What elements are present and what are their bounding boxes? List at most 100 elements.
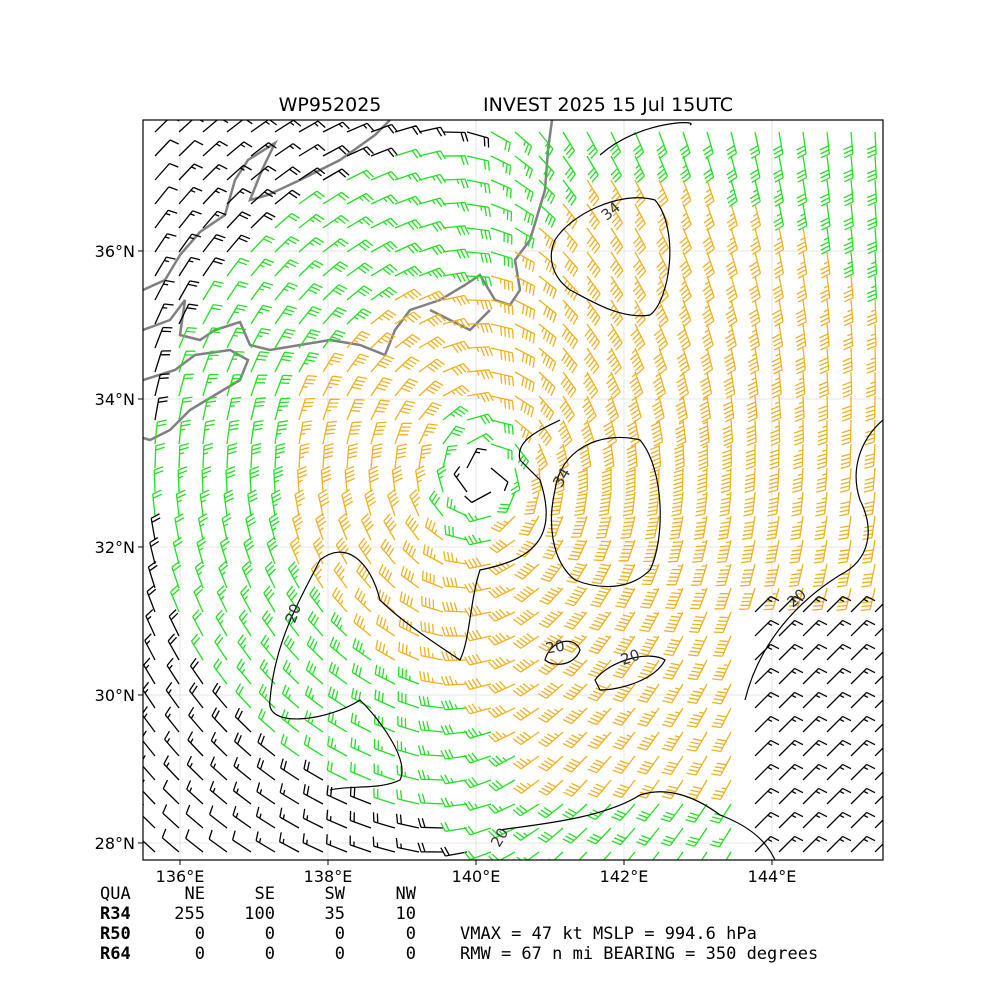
wind-barb [490, 395, 515, 411]
wind-barb [375, 639, 396, 661]
wind-barb [564, 586, 588, 607]
wind-barb [603, 419, 618, 447]
wind-barb [291, 512, 304, 541]
wind-barb [796, 251, 808, 279]
table-cell: 10 [396, 904, 416, 924]
wind-barb [383, 513, 397, 541]
wind-barb [174, 513, 185, 541]
wind-barb [226, 396, 242, 421]
wind-barb [442, 131, 469, 142]
wind-barb [201, 466, 212, 493]
wind-barb [861, 563, 876, 588]
wind-barb [418, 313, 446, 327]
wind-barb [606, 371, 621, 399]
wind-barb [865, 395, 876, 422]
wind-barb [490, 227, 513, 245]
wind-barb [442, 384, 470, 397]
wind-barb [466, 131, 490, 148]
wind-barb [208, 805, 228, 829]
wind-barb [396, 789, 420, 805]
wind-barb [211, 707, 228, 733]
wind-barb [298, 442, 310, 469]
wind-barb [351, 663, 372, 685]
table-header: SE [255, 884, 275, 904]
wind-barb [370, 399, 390, 421]
wind-barb [742, 515, 756, 540]
wind-barb [154, 256, 176, 277]
wind-barb [364, 488, 377, 517]
wind-barb [154, 209, 178, 229]
wind-barb [395, 813, 420, 829]
wind-barb [196, 536, 207, 565]
wind-barb [540, 563, 564, 583]
wind-barb [274, 259, 299, 277]
wind-barb [353, 613, 372, 637]
wind-barb [346, 122, 374, 133]
wind-barb [850, 835, 876, 853]
wind-barb [696, 467, 708, 494]
wind-barb [178, 442, 190, 469]
wind-barb [250, 212, 276, 229]
wind-barb [346, 376, 368, 397]
wind-barb [713, 611, 732, 634]
wind-barb [322, 145, 350, 157]
wind-barb [633, 155, 645, 183]
wind-barb [542, 539, 564, 560]
wind-barb [614, 611, 636, 632]
wind-barb [374, 664, 396, 685]
x-tick-label: 144°E [748, 867, 797, 886]
wind-barb [722, 419, 734, 447]
wind-barb [842, 371, 853, 398]
wind-barb [210, 756, 228, 781]
wind-barb [513, 755, 540, 770]
wind-barb [274, 397, 291, 421]
wind-barb [226, 281, 249, 301]
wind-barb [444, 525, 468, 541]
wind-barb [802, 715, 828, 733]
wind-barb [490, 419, 514, 435]
wind-barb [250, 374, 268, 397]
wind-barb [698, 419, 710, 447]
wind-barb [665, 587, 684, 610]
wind-barb [699, 395, 712, 423]
wind-barb [514, 275, 536, 296]
wind-barb [202, 187, 227, 205]
table-cell: 100 [244, 904, 275, 924]
wind-barb [178, 233, 202, 253]
table-cell: 0 [406, 924, 416, 944]
wind-barb [802, 835, 828, 853]
wind-barb [583, 347, 600, 375]
wind-barb [657, 179, 669, 207]
wind-barb [790, 515, 804, 541]
wind-barb [466, 155, 490, 171]
wind-barb [274, 442, 286, 469]
wind-barb [745, 444, 756, 470]
wind-barb [418, 173, 447, 184]
wind-barb [630, 323, 646, 351]
wind-barb [689, 587, 708, 610]
wind-barb [754, 835, 780, 853]
wind-barb [250, 327, 271, 349]
wind-barb [820, 179, 831, 207]
wind-barb [514, 203, 535, 226]
wind-barb [711, 755, 732, 777]
wind-barb [766, 515, 780, 541]
wind-barb [147, 560, 158, 589]
wind-barb [418, 380, 444, 397]
wind-barb [514, 562, 540, 580]
wind-barb [258, 683, 276, 709]
wind-barb [279, 807, 300, 829]
wind-barb [539, 587, 564, 605]
wind-barb [839, 491, 852, 517]
wind-barb [802, 811, 828, 829]
wind-barb [399, 591, 420, 613]
wind-barb [490, 203, 513, 222]
wind-barb [538, 371, 556, 396]
wind-barb [405, 514, 420, 541]
wind-barb [538, 755, 564, 772]
wind-barb [153, 466, 164, 493]
wind-barb [346, 398, 365, 421]
wind-barb [186, 755, 204, 781]
wind-barb [247, 489, 258, 517]
wind-barb [146, 584, 157, 613]
